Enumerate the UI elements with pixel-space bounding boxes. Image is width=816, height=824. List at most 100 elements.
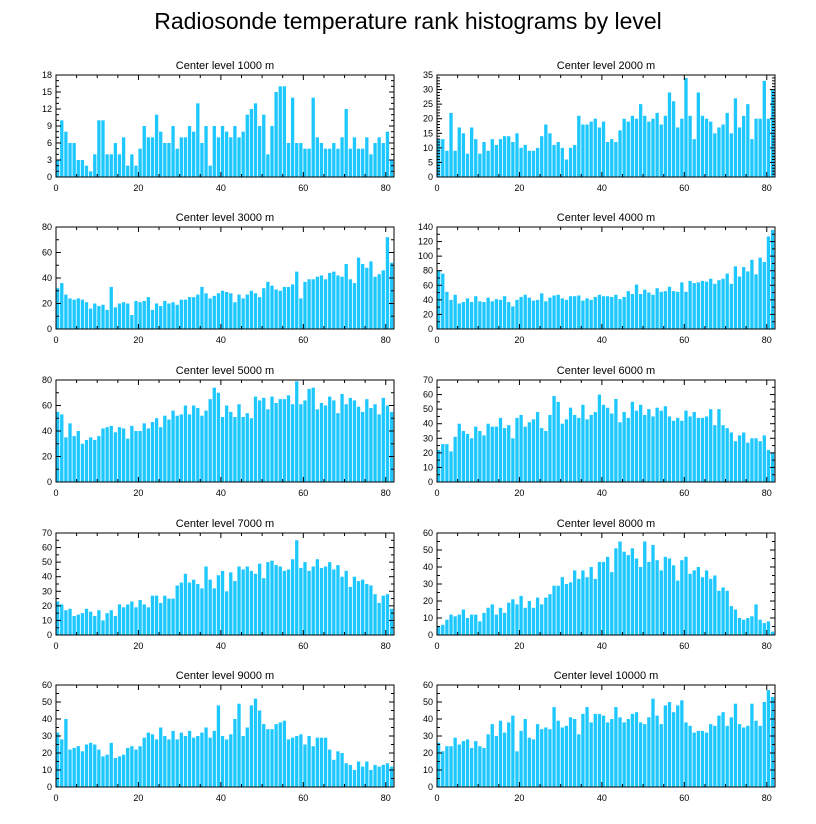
histogram-bar <box>159 427 163 482</box>
histogram-bar <box>490 139 494 177</box>
histogram-bar <box>671 101 676 177</box>
histogram-bar <box>511 715 515 787</box>
y-tick-label: 15 <box>423 128 433 138</box>
histogram-bar <box>647 292 651 329</box>
x-tick-label: 0 <box>434 793 439 803</box>
x-tick-label: 60 <box>679 183 689 193</box>
histogram-bar <box>105 754 109 787</box>
histogram-bar <box>523 426 527 482</box>
histogram-bar <box>585 577 589 635</box>
histogram-bar <box>225 131 229 177</box>
histogram-bar <box>146 607 150 635</box>
x-tick-label: 80 <box>762 183 772 193</box>
histogram-bar <box>352 283 357 329</box>
histogram-bar <box>742 115 746 177</box>
histogram-bar <box>126 747 130 787</box>
histogram-bar <box>315 559 319 635</box>
histogram-bar <box>220 570 225 635</box>
histogram-bar <box>717 127 721 177</box>
histogram-bar <box>134 749 138 787</box>
histogram-bar <box>105 427 109 482</box>
histogram-bar <box>229 572 233 635</box>
histogram-bar <box>593 713 597 787</box>
histogram-bar <box>150 309 155 330</box>
histogram-bar <box>76 298 80 329</box>
histogram-bar <box>713 575 717 635</box>
histogram-bar <box>758 619 762 635</box>
histogram-bar <box>486 734 490 787</box>
histogram-bar <box>299 404 303 482</box>
histogram-bar <box>381 397 385 482</box>
x-tick-label: 0 <box>53 641 58 651</box>
histogram-bar <box>332 569 336 635</box>
histogram-bar <box>766 236 771 329</box>
histogram-bar <box>60 414 64 482</box>
histogram-bar <box>307 736 311 787</box>
x-tick-label: 0 <box>53 335 58 345</box>
histogram-bar <box>709 724 713 787</box>
histogram-bar <box>465 298 470 329</box>
histogram-bar <box>175 304 179 329</box>
histogram-bar <box>704 281 709 329</box>
histogram-bar <box>241 416 245 482</box>
histogram-bar <box>257 126 262 177</box>
histogram-bar <box>150 422 155 482</box>
y-tick-label: 10 <box>423 765 433 775</box>
x-tick-label: 60 <box>298 641 308 651</box>
histogram-bar <box>93 439 97 482</box>
x-tick-label: 60 <box>298 488 308 498</box>
histogram-bar <box>126 165 130 177</box>
histogram-bar <box>717 715 721 787</box>
histogram-bar <box>651 698 655 787</box>
histogram-bar <box>754 720 758 787</box>
histogram-bar <box>311 566 315 635</box>
histogram-bar <box>746 271 750 329</box>
histogram-bar <box>84 302 89 329</box>
histogram-bar <box>461 609 466 635</box>
histogram-bar <box>577 115 581 177</box>
histogram-bar <box>319 143 324 177</box>
histogram-bar <box>93 303 97 329</box>
histogram-bar <box>348 148 352 177</box>
histogram-bar <box>618 422 622 482</box>
histogram-bar <box>241 298 245 329</box>
histogram-bar <box>274 724 278 787</box>
histogram-bar <box>295 271 299 330</box>
histogram-bar <box>490 301 494 329</box>
histogram-bar <box>474 741 478 787</box>
y-tick-label: 60 <box>423 680 433 690</box>
histogram-bar <box>303 400 307 482</box>
histogram-bar <box>290 404 295 482</box>
histogram-bar <box>204 293 208 329</box>
histogram-bar <box>72 616 76 635</box>
histogram-bar <box>622 118 626 177</box>
histogram-bar <box>229 137 233 177</box>
histogram-bar <box>220 290 225 329</box>
histogram-bar <box>721 124 725 177</box>
histogram-bar <box>737 127 742 177</box>
histogram-bar <box>494 299 499 329</box>
y-tick-label: 20 <box>423 114 433 124</box>
histogram-bar <box>187 297 192 330</box>
histogram-bar <box>282 570 287 635</box>
histogram-bar <box>552 144 556 177</box>
histogram-bar <box>758 118 762 177</box>
histogram-bar <box>556 401 560 482</box>
histogram-bar <box>531 300 536 329</box>
panel-title: Center level 2000 m <box>557 60 655 72</box>
y-tick-label: 50 <box>423 545 433 555</box>
histogram-bar <box>257 563 262 635</box>
histogram-bar <box>622 551 626 635</box>
histogram-bar <box>709 409 713 482</box>
histogram-bar <box>729 133 733 177</box>
histogram-bar <box>696 92 700 177</box>
histogram-bar <box>560 147 564 177</box>
histogram-bar <box>486 607 490 635</box>
histogram-bar <box>175 585 179 635</box>
histogram-bar <box>618 717 622 787</box>
x-tick-label: 0 <box>53 488 58 498</box>
histogram-bar <box>93 616 97 635</box>
histogram-bar <box>560 727 564 787</box>
histogram-bar <box>369 154 373 177</box>
histogram-bar <box>352 137 357 177</box>
